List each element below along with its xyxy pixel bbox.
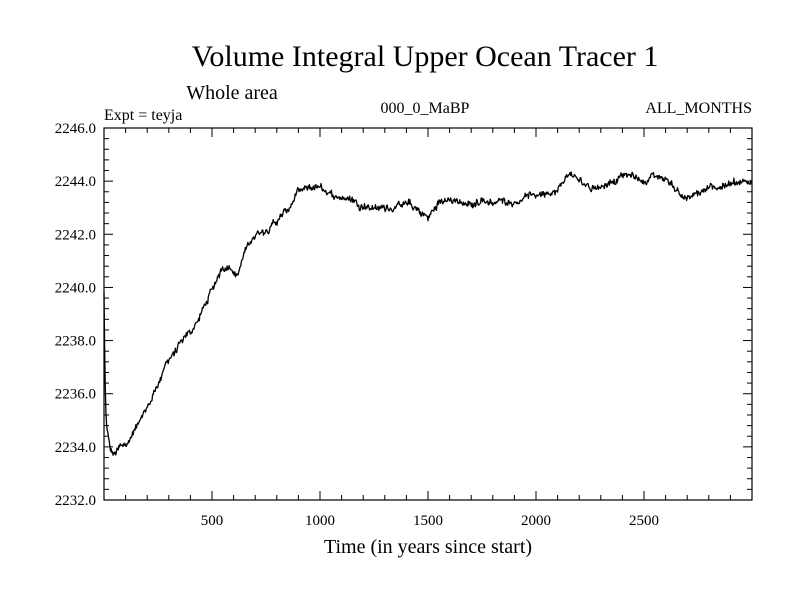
era-label: 000_0_MaBP [381, 100, 470, 117]
y-tick-label: 2240.0 [55, 280, 96, 296]
chart-subtitle: Whole area [186, 82, 278, 104]
x-axis-label: Time (in years since start) [324, 536, 532, 558]
chart-title: Volume Integral Upper Ocean Tracer 1 [192, 40, 659, 73]
y-tick-label: 2232.0 [55, 493, 96, 509]
x-tick-label: 1500 [413, 513, 443, 529]
x-tick-label: 2500 [629, 513, 659, 529]
series-layer [103, 171, 753, 456]
y-tick-label: 2234.0 [55, 440, 96, 456]
x-tick-label: 2000 [521, 513, 551, 529]
y-tick-label: 2242.0 [55, 227, 96, 243]
x-tick-label: 1000 [305, 513, 335, 529]
y-tick-label: 2244.0 [55, 174, 96, 190]
y-tick-label: 2246.0 [55, 121, 96, 137]
series-line [103, 171, 753, 456]
y-tick-label: 2238.0 [55, 334, 96, 350]
x-tick-label: 500 [201, 513, 224, 529]
months-label: ALL_MONTHS [645, 100, 752, 117]
expt-label: Expt = teyja [104, 107, 182, 124]
ticks-layer: 2232.0 2234.0 2236.0 2238.0 2240.0 2242.0 2244… [55, 121, 752, 529]
y-tick-label: 2236.0 [55, 387, 96, 403]
